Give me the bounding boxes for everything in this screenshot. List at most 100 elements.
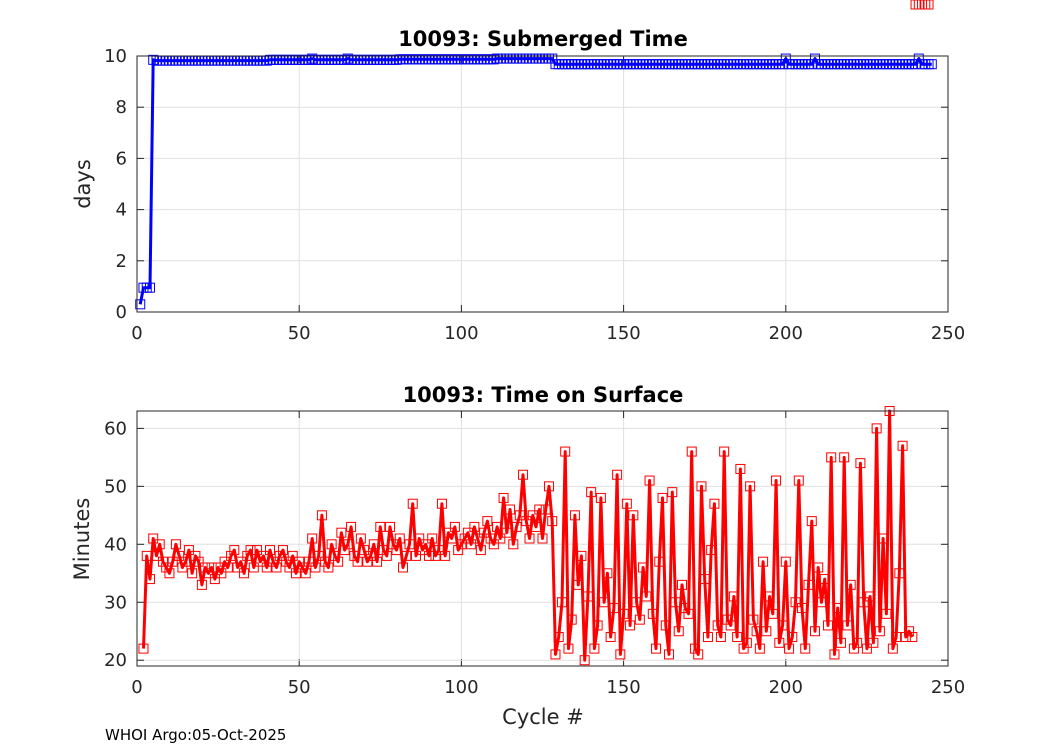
bottom-data-point [242, 550, 253, 561]
bottom-data-point [239, 568, 250, 579]
bottom-data-point [391, 545, 402, 556]
bottom-data-point [550, 649, 561, 660]
bottom-x-tick-label: 0 [131, 677, 142, 698]
bottom-data-point [573, 579, 584, 590]
bottom-data-point [764, 591, 775, 602]
bottom-data-point [618, 608, 629, 619]
bottom-data-point [226, 550, 237, 561]
top-x-tick-label: 200 [769, 323, 803, 344]
bottom-data-point [628, 510, 639, 521]
bottom-data-point [277, 545, 288, 556]
bottom-data-point [219, 556, 230, 567]
bottom-data-point [615, 649, 626, 660]
bottom-data-point [543, 481, 554, 492]
bottom-data-point [784, 643, 795, 654]
bottom-y-tick-label: 60 [104, 418, 127, 439]
bottom-data-point [443, 527, 454, 538]
bottom-data-point [569, 510, 580, 521]
bottom-x-axis-label: Cycle # [502, 705, 584, 729]
bottom-data-point [290, 568, 301, 579]
bottom-data-point [621, 498, 632, 509]
bottom-tick-labels: 0 50 100 150 200 250 20 30 40 50 60 [104, 418, 965, 698]
top-data-point [148, 54, 159, 65]
bottom-data-point [871, 423, 882, 434]
bottom-data-point [819, 574, 830, 585]
bottom-data-point [842, 620, 853, 631]
top-x-tick-label: 250 [931, 323, 965, 344]
bottom-data-point [394, 533, 405, 544]
bottom-data-point [144, 574, 155, 585]
top-x-tick-label: 50 [288, 323, 311, 344]
bottom-data-point [706, 545, 717, 556]
top-chart-title: 10093: Submerged Time [398, 27, 688, 51]
bottom-data-point [537, 533, 548, 544]
bottom-data-point [586, 487, 597, 498]
bottom-data-point [352, 556, 363, 567]
bottom-data-point [732, 632, 743, 643]
bottom-data-point [449, 521, 460, 532]
bottom-data-point [378, 545, 389, 556]
bottom-data-point [492, 521, 503, 532]
bottom-data-point [261, 562, 272, 573]
bottom-data-point [216, 568, 227, 579]
bottom-data-point [323, 562, 334, 573]
bottom-data-point [777, 620, 788, 631]
bottom-data-point [456, 539, 467, 550]
bottom-data-point [355, 533, 366, 544]
bottom-data-point [689, 643, 700, 654]
top-x-tick-label: 100 [444, 323, 478, 344]
top-y-tick-label: 8 [116, 97, 127, 118]
bottom-data-point [294, 556, 305, 567]
bottom-data-point [797, 603, 808, 614]
bottom-data-point [479, 527, 490, 538]
bottom-data-point [365, 550, 376, 561]
bottom-data-point [381, 550, 392, 561]
bottom-data-point [300, 568, 311, 579]
bottom-data-point [907, 632, 918, 643]
bottom-data-point [803, 579, 814, 590]
bottom-data-point [151, 550, 162, 561]
bottom-data-point [521, 516, 532, 527]
bottom-data-point [709, 498, 720, 509]
bottom-data-point [767, 608, 778, 619]
bottom-x-tick-label: 200 [769, 677, 803, 698]
bottom-data-point [183, 545, 194, 556]
bottom-data-point [164, 568, 175, 579]
bottom-data-point [728, 591, 739, 602]
top-y-tick-label: 10 [104, 46, 127, 67]
bottom-data-point [271, 562, 282, 573]
bottom-data-point [213, 562, 224, 573]
bottom-data-point [349, 550, 360, 561]
bottom-data-point [170, 539, 181, 550]
bottom-data-point [576, 550, 587, 561]
top-data-point [809, 53, 820, 64]
bottom-data-point [725, 620, 736, 631]
bottom-data-point [196, 579, 207, 590]
bottom-data-point [505, 504, 516, 515]
bottom-data-point [245, 545, 256, 556]
bottom-data-point [248, 562, 259, 573]
bottom-data-point [316, 510, 327, 521]
bottom-data-point [608, 603, 619, 614]
bottom-data-point [222, 562, 233, 573]
bottom-data-point [595, 492, 606, 503]
bottom-data-point [566, 614, 577, 625]
bottom-x-tick-label: 250 [931, 677, 965, 698]
bottom-data-point [647, 608, 658, 619]
bottom-data-point [806, 516, 817, 527]
bottom-data-point [699, 574, 710, 585]
bottom-data-point [631, 597, 642, 608]
bottom-data-point [654, 556, 665, 567]
bottom-data-point [232, 562, 243, 573]
bottom-data-point [638, 562, 649, 573]
top-data-point [488, 54, 499, 65]
bottom-data-point [913, 0, 924, 10]
top-x-tick-label: 0 [131, 323, 142, 344]
bottom-data-point [310, 562, 321, 573]
bottom-data-point [320, 556, 331, 567]
bottom-data-point [761, 626, 772, 637]
bottom-y-tick-label: 40 [104, 534, 127, 555]
bottom-data-point [440, 550, 451, 561]
bottom-data-point [563, 643, 574, 654]
top-y-tick-label: 4 [116, 200, 127, 221]
